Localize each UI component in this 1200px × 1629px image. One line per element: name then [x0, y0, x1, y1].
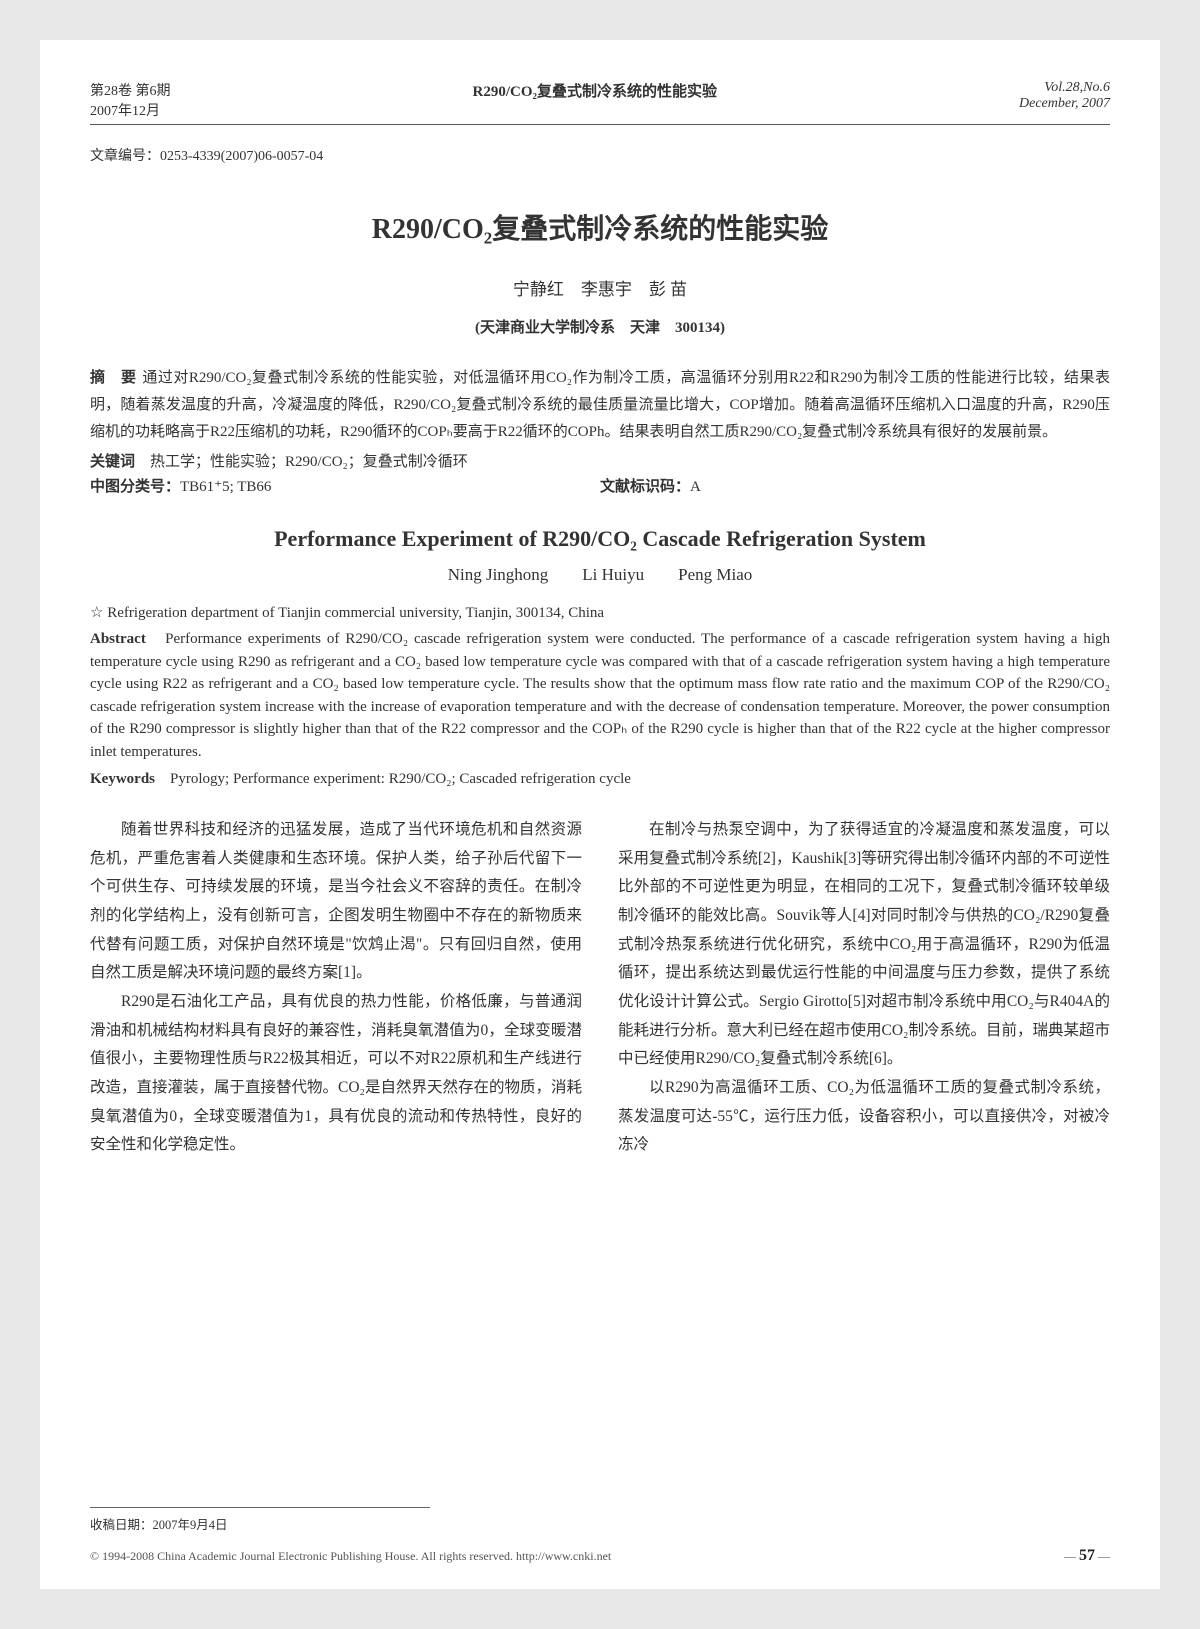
keywords-cn-row: 关键词 热工学；性能实验；R290/CO₂；复叠式制冷循环 — [90, 450, 1110, 471]
class-label: 中图分类号： — [90, 479, 180, 495]
abstract-cn-block: 摘 要通过对R290/CO₂复叠式制冷系统的性能实验，对低温循环用CO₂作为制冷… — [90, 365, 1110, 446]
abstract-en-block: Abstract Performance experiments of R290… — [90, 628, 1110, 763]
keywords-cn-text: 热工学；性能实验；R290/CO₂；复叠式制冷循环 — [150, 454, 468, 470]
page-number-wrap: — 57 — — [1064, 1547, 1110, 1565]
body-text: 随着世界科技和经济的迅猛发展，造成了当代环境危机和自然资源危机，严重危害着人类健… — [90, 816, 1110, 1160]
keywords-en-text: Pyrology; Performance experiment: R290/C… — [170, 771, 631, 787]
affiliation-cn: (天津商业大学制冷系 天津 300134) — [90, 316, 1110, 337]
copyright-row: © 1994-2008 China Academic Journal Elect… — [90, 1547, 1110, 1565]
body-p1: 随着世界科技和经济的迅猛发展，造成了当代环境危机和自然资源危机，严重危害着人类健… — [90, 816, 582, 988]
running-title: R290/CO₂复叠式制冷系统的性能实验 — [473, 80, 718, 120]
class-codes: TB61⁺5; TB66 — [180, 479, 271, 495]
running-header: 第28卷 第6期 2007年12月 R290/CO₂复叠式制冷系统的性能实验 V… — [90, 80, 1110, 125]
vol-en: Vol.28,No.6 — [1019, 80, 1110, 96]
abstract-en-text: Performance experiments of R290/CO₂ casc… — [90, 631, 1110, 760]
page-footer: 收稿日期：2007年9月4日 © 1994-2008 China Academi… — [90, 1507, 1110, 1565]
doc-code: A — [690, 479, 701, 495]
body-p2: R290是石油化工产品，具有优良的热力性能，价格低廉，与普通润滑油和机械结构材料… — [90, 988, 582, 1160]
page-num-suffix: — — [1098, 1549, 1110, 1563]
keywords-label-cn: 关键词 — [90, 454, 135, 470]
authors-cn: 宁静红 李惠宇 彭 苗 — [90, 275, 1110, 300]
date-en: December, 2007 — [1019, 96, 1110, 112]
body-p4: 以R290为高温循环工质、CO₂为低温循环工质的复叠式制冷系统，蒸发温度可达-5… — [618, 1074, 1110, 1160]
received-date: 收稿日期：2007年9月4日 — [90, 1507, 430, 1533]
body-p3: 在制冷与热泵空调中，为了获得适宜的冷凝温度和蒸发温度，可以采用复叠式制冷系统[2… — [618, 816, 1110, 1074]
abstract-label-en: Abstract — [90, 631, 146, 647]
doc-code-label: 文献标识码： — [600, 479, 690, 495]
page-num-prefix: — — [1064, 1549, 1076, 1563]
page-number: 57 — [1079, 1547, 1095, 1564]
abstract-label-cn: 摘 要 — [90, 370, 136, 386]
keywords-label-en: Keywords — [90, 771, 155, 787]
page: 第28卷 第6期 2007年12月 R290/CO₂复叠式制冷系统的性能实验 V… — [40, 40, 1160, 1589]
classification-row: 中图分类号：TB61⁺5; TB66 文献标识码：A — [90, 475, 1110, 496]
class-right: 文献标识码：A — [600, 475, 1110, 496]
volume-issue: 第28卷 第6期 — [90, 80, 171, 100]
title-cn: R290/CO₂复叠式制冷系统的性能实验 — [90, 207, 1110, 247]
title-en: Performance Experiment of R290/CO₂ Casca… — [90, 526, 1110, 552]
affiliation-en: ☆ Refrigeration department of Tianjin co… — [90, 603, 1110, 622]
copyright-text: © 1994-2008 China Academic Journal Elect… — [90, 1549, 611, 1564]
keywords-en-row: Keywords Pyrology; Performance experimen… — [90, 767, 1110, 788]
authors-en: Ning Jinghong Li Huiyu Peng Miao — [90, 560, 1110, 585]
date-cn: 2007年12月 — [90, 100, 171, 120]
header-right: Vol.28,No.6 December, 2007 — [1019, 80, 1110, 120]
class-left: 中图分类号：TB61⁺5; TB66 — [90, 475, 600, 496]
article-id: 文章编号：0253-4339(2007)06-0057-04 — [90, 145, 1110, 165]
header-left: 第28卷 第6期 2007年12月 — [90, 80, 171, 120]
abstract-cn-text: 通过对R290/CO₂复叠式制冷系统的性能实验，对低温循环用CO₂作为制冷工质，… — [90, 370, 1110, 440]
